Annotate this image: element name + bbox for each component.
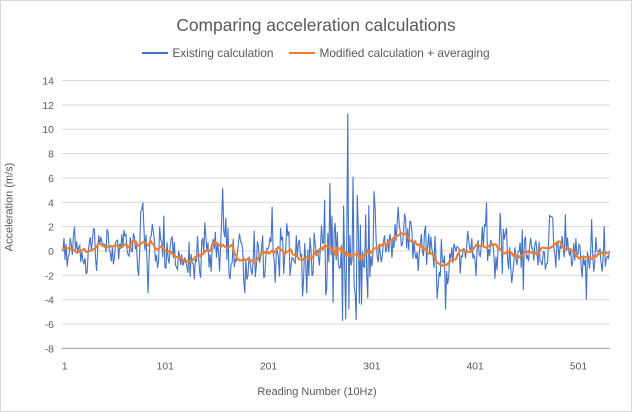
svg-text:12: 12 [42,101,54,112]
svg-text:6: 6 [48,174,54,185]
svg-text:0: 0 [48,247,54,258]
svg-text:-8: -8 [45,344,54,355]
svg-text:10: 10 [42,125,54,136]
svg-text:301: 301 [363,361,380,372]
svg-text:-4: -4 [45,296,54,307]
svg-text:4: 4 [48,198,54,209]
svg-text:401: 401 [467,361,484,372]
svg-text:14: 14 [42,77,54,88]
svg-text:201: 201 [260,361,277,372]
svg-text:-2: -2 [45,271,54,282]
svg-text:2: 2 [48,223,54,234]
svg-text:101: 101 [157,361,174,372]
svg-text:8: 8 [48,150,54,161]
svg-text:-6: -6 [45,320,54,331]
svg-text:501: 501 [570,361,587,372]
svg-text:1: 1 [62,361,68,372]
